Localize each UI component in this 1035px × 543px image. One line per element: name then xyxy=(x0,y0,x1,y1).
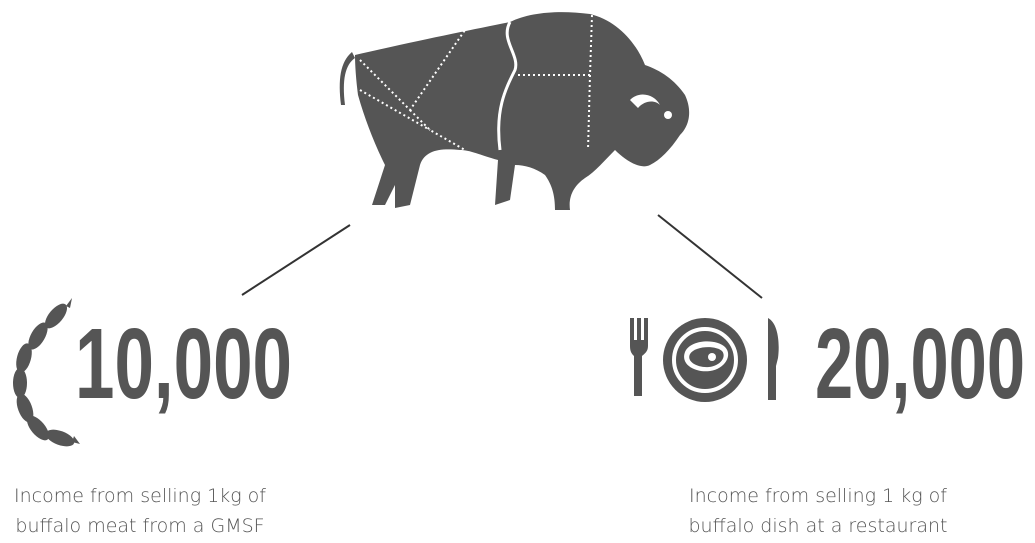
right-amount: 20,000 xyxy=(815,308,1025,420)
buffalo-eye xyxy=(664,111,672,119)
buffalo-cuts xyxy=(359,14,593,151)
sausage-icon xyxy=(13,298,80,447)
left-amount: 10,000 xyxy=(75,308,292,420)
connector-line xyxy=(657,214,763,299)
left-caption: buffalo meat from a GMSF xyxy=(15,515,264,537)
buffalo-icon xyxy=(339,12,690,210)
left-caption: Income from selling 1kg of xyxy=(14,485,266,507)
connector-line xyxy=(241,224,351,296)
right-caption: Income from selling 1 kg of xyxy=(689,485,947,507)
buffalo-outline xyxy=(497,21,518,151)
right-caption: buffalo dish at a restaurant xyxy=(689,515,948,537)
buffalo-horn xyxy=(630,94,660,108)
dining-icon xyxy=(630,318,779,402)
